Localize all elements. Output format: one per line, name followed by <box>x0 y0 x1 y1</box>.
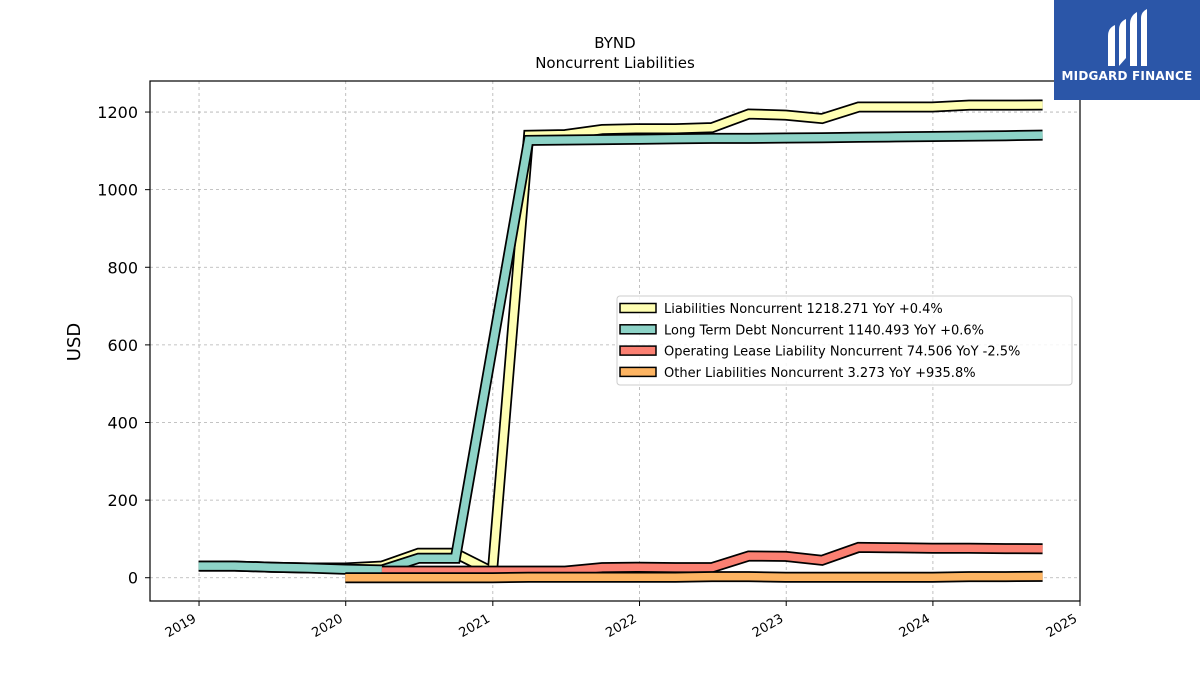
y-tick-label: 200 <box>107 491 138 510</box>
y-tick-label: 1000 <box>97 181 138 200</box>
y-tick-label: 400 <box>107 413 138 432</box>
legend-swatch-3 <box>619 345 657 356</box>
logo-text: MIDGARD FINANCE <box>1061 69 1193 83</box>
x-tick-label: 2020 <box>310 611 346 641</box>
series-layer <box>198 99 1043 584</box>
legend-box <box>616 295 1073 386</box>
legend-label-4: Other Liabilities Noncurrent 3.273 YoY +… <box>664 366 976 381</box>
legend-label-3: Operating Lease Liability Noncurrent 74.… <box>664 345 1020 360</box>
plot-frame <box>149 80 1081 602</box>
series-line-4 <box>345 572 1043 582</box>
y-tick-label: 800 <box>107 258 138 277</box>
legend-swatch-1 <box>619 302 657 314</box>
legend: Liabilities Noncurrent 1218.271 YoY +0.4… <box>616 295 1073 386</box>
chart-title: BYND <box>594 34 635 52</box>
y-tick-label: 600 <box>107 336 138 355</box>
series-line-2 <box>198 131 1043 574</box>
chart-subtitle: Noncurrent Liabilities <box>535 54 695 72</box>
x-tick-label: 2019 <box>163 611 199 641</box>
legend-swatch-2 <box>619 324 657 335</box>
legend-label-1: Liabilities Noncurrent 1218.271 YoY +0.4… <box>664 302 943 317</box>
series-line-3 <box>381 543 1043 575</box>
y-tick-label: 0 <box>128 569 138 588</box>
x-tick-label: 2022 <box>603 611 639 641</box>
x-tick-label: 2023 <box>750 611 786 641</box>
legend-swatch-4 <box>619 366 657 378</box>
y-axis-label: USD <box>64 323 85 361</box>
x-tick-label: 2021 <box>457 611 493 641</box>
y-tick-label: 1200 <box>97 103 138 122</box>
x-tick-label: 2025 <box>1044 611 1080 641</box>
x-tick-label: 2024 <box>897 611 933 641</box>
legend-label-2: Long Term Debt Noncurrent 1140.493 YoY +… <box>664 323 984 338</box>
logo-mark-icon <box>1108 9 1147 66</box>
brand-logo: MIDGARD FINANCE <box>1054 0 1200 100</box>
